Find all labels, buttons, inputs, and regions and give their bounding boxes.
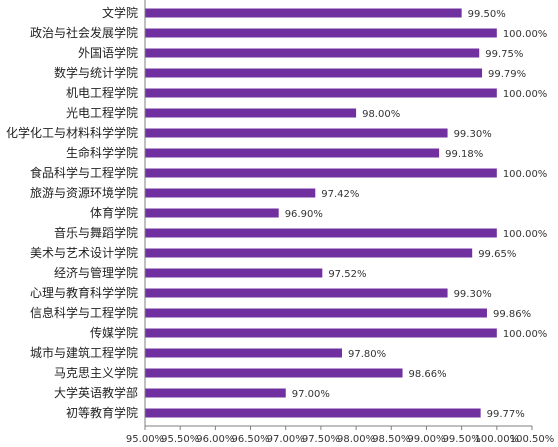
bar-2 [145,48,480,58]
data-label: 100.00% [503,329,548,340]
category-label: 心理与教育科学学院 [30,285,138,300]
x-tick-label: 99.50% [443,434,481,445]
data-label: 99.18% [445,149,483,160]
x-tick-label: 99.00% [407,434,445,445]
data-label: 99.86% [493,309,531,320]
data-label: 97.00% [292,389,330,400]
category-label: 传媒学院 [90,325,138,340]
category-label: 经济与管理学院 [54,265,138,280]
data-label: 100.00% [503,229,548,240]
category-label: 食品科学与工程学院 [30,165,138,180]
data-label: 99.30% [454,289,492,300]
x-tick-label: 95.50% [161,434,199,445]
bar-20 [145,408,481,418]
data-label: 99.77% [487,409,525,420]
category-label: 大学英语教学部 [54,385,138,400]
data-label: 100.00% [503,29,548,40]
bar-7 [145,148,440,158]
x-tick-label: 97.50% [302,434,340,445]
bar-4 [145,88,497,98]
category-label: 旅游与资源环境学院 [30,185,138,200]
bars-group [145,8,497,418]
category-label: 数学与统计学院 [54,65,138,80]
x-tick-label: 100.00% [475,434,520,445]
data-label: 98.00% [362,109,400,120]
bar-3 [145,68,483,78]
data-label: 99.79% [488,69,526,80]
x-tick-label: 100.50% [510,434,555,445]
bar-19 [145,388,286,398]
data-label: 97.42% [321,189,359,200]
x-tick-label: 98.50% [372,434,410,445]
category-label: 信息科学与工程学院 [30,305,138,320]
category-label: 体育学院 [90,205,138,220]
category-label: 光电工程学院 [66,105,138,120]
bar-6 [145,128,448,138]
category-label: 化学化工与材料科学学院 [6,125,138,140]
category-label: 音乐与舞蹈学院 [54,225,138,240]
x-tick-label: 98.00% [337,434,375,445]
category-label: 马克思主义学院 [54,365,138,380]
category-labels: 文学院政治与社会发展学院外国语学院数学与统计学院机电工程学院光电工程学院化学化工… [6,5,138,420]
data-label: 99.50% [468,9,506,20]
data-label: 100.00% [503,169,548,180]
data-label: 98.66% [409,369,447,380]
bar-11 [145,228,497,238]
bar-10 [145,208,279,218]
x-tick-label: 97.00% [267,434,305,445]
category-label: 机电工程学院 [66,85,138,100]
x-tick-label: 96.00% [196,434,234,445]
category-label: 外国语学院 [78,45,138,60]
category-label: 生命科学学院 [66,145,138,160]
bar-1 [145,28,497,38]
bar-0 [145,8,462,18]
bar-5 [145,108,357,118]
category-label: 美术与艺术设计学院 [30,245,138,260]
category-label: 政治与社会发展学院 [30,25,138,40]
bar-14 [145,288,448,298]
x-tick-label: 95.00% [126,434,164,445]
data-label: 97.52% [328,269,366,280]
bar-8 [145,168,497,178]
bar-15 [145,308,487,318]
category-label: 初等教育学院 [66,405,138,420]
data-label: 100.00% [503,89,548,100]
category-label: 城市与建筑工程学院 [30,345,138,360]
category-label: 文学院 [102,5,138,20]
x-axis-ticks: 95.00%95.50%96.00%96.50%97.00%97.50%98.0… [126,426,554,445]
bar-12 [145,248,473,258]
data-labels: 99.50% 100.00% 99.75% 99.79% 100.00% 98.00% 99… [285,9,548,420]
data-label: 97.80% [348,349,386,360]
bar-13 [145,268,323,278]
data-label: 99.65% [478,249,516,260]
data-label: 99.75% [485,49,523,60]
bar-17 [145,348,343,358]
bar-9 [145,188,316,198]
bar-16 [145,328,497,338]
data-label: 99.30% [454,129,492,140]
data-label: 96.90% [285,209,323,220]
bar-18 [145,368,403,378]
x-tick-label: 96.50% [231,434,269,445]
